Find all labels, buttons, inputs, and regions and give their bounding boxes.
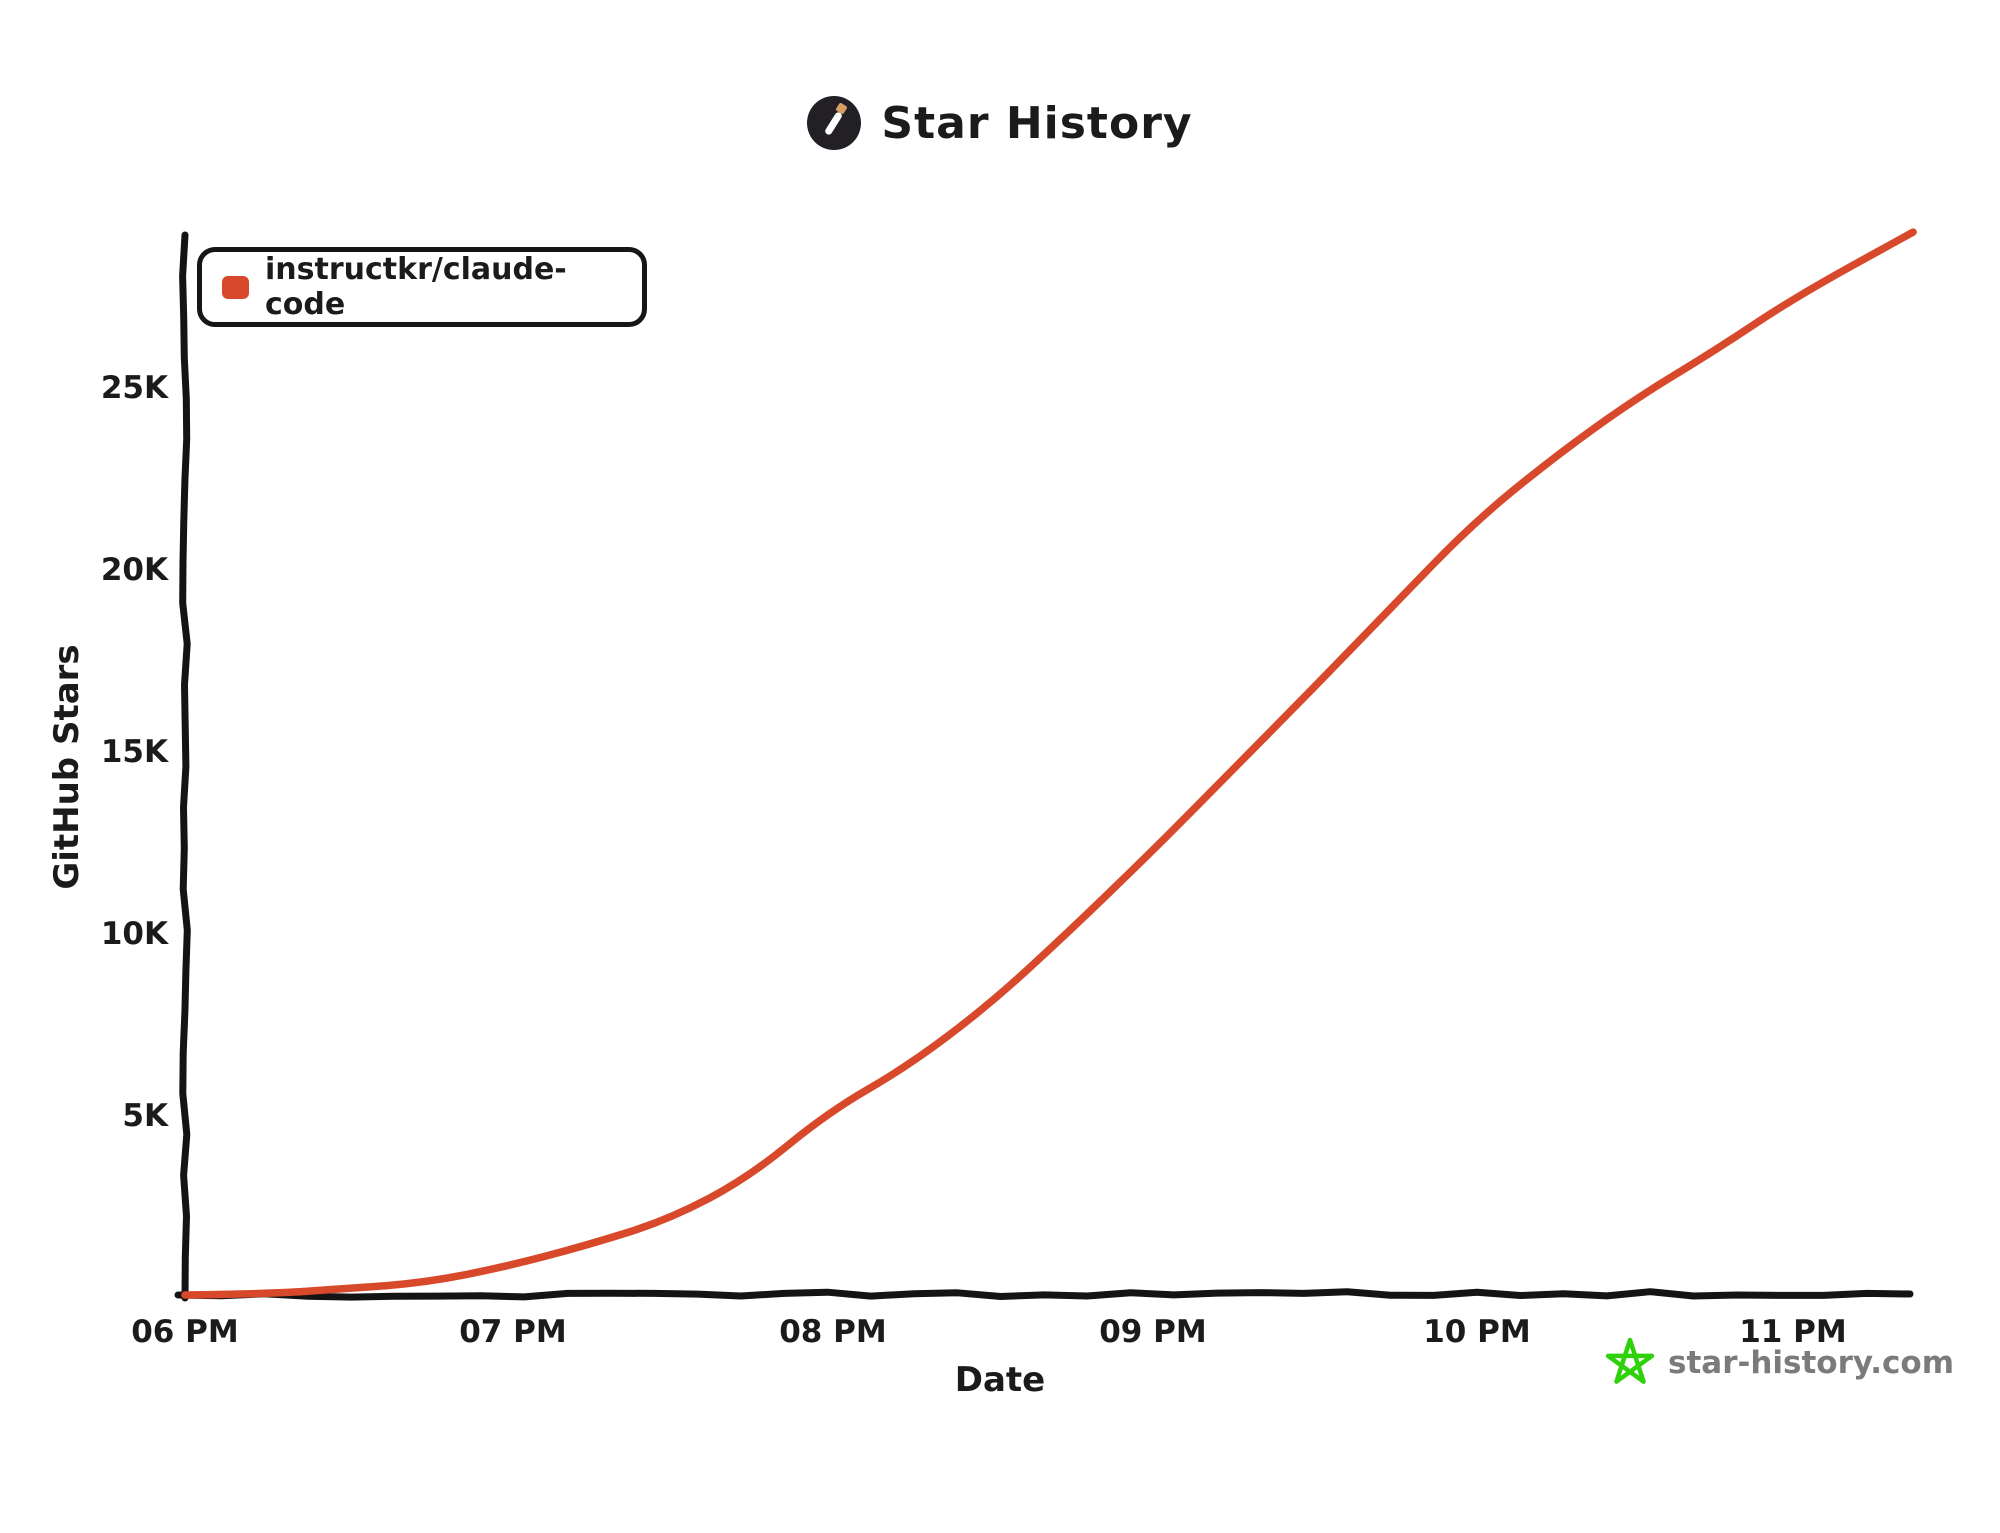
x-axis-line bbox=[174, 1288, 1914, 1301]
x-tick-06pm: 06 PM bbox=[131, 1314, 239, 1350]
page-title: Star History bbox=[881, 97, 1193, 149]
y-tick-10k: 10K bbox=[100, 916, 168, 952]
watermark: star-history.com bbox=[1604, 1336, 1954, 1390]
star-history-logo-icon bbox=[807, 96, 862, 150]
legend-series-label: instructkr/claude-code bbox=[265, 252, 567, 322]
y-axis-line bbox=[179, 231, 191, 1302]
y-tick-25k: 25K bbox=[100, 370, 168, 406]
legend-marker-swatch bbox=[222, 275, 249, 299]
legend-box: instructkr/claude-code bbox=[197, 247, 647, 327]
y-tick-20k: 20K bbox=[100, 552, 168, 588]
y-tick-15k: 15K bbox=[100, 734, 168, 770]
x-tick-08pm: 08 PM bbox=[779, 1314, 887, 1350]
x-tick-11pm: 11 PM bbox=[1739, 1314, 1847, 1350]
y-tick-5k: 5K bbox=[122, 1098, 168, 1134]
watermark-text: star-history.com bbox=[1668, 1345, 1955, 1381]
x-tick-10pm: 10 PM bbox=[1423, 1314, 1531, 1350]
x-tick-09pm: 09 PM bbox=[1099, 1314, 1207, 1350]
x-axis-title: Date bbox=[954, 1360, 1046, 1400]
y-axis-title: GitHub Stars bbox=[47, 644, 87, 890]
doodle-star-icon bbox=[1605, 1337, 1655, 1384]
x-tick-07pm: 07 PM bbox=[459, 1314, 567, 1350]
pencil-shaft bbox=[824, 111, 844, 136]
chart-title-row: Star History bbox=[0, 96, 2000, 150]
series-line-instructkr-claude-code bbox=[181, 228, 1917, 1299]
